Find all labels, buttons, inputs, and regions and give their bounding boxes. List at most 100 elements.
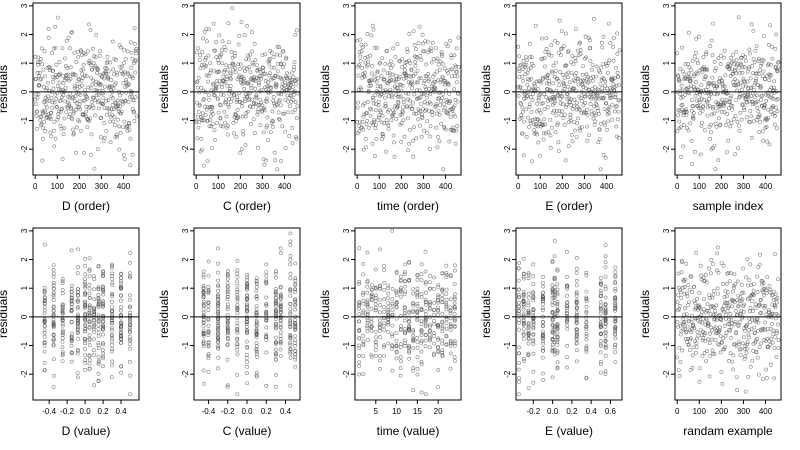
data-point bbox=[415, 80, 420, 85]
data-point bbox=[390, 346, 395, 351]
data-point bbox=[433, 87, 438, 92]
data-point bbox=[83, 341, 88, 346]
data-point bbox=[356, 73, 361, 78]
data-point bbox=[526, 312, 531, 317]
data-point bbox=[737, 128, 742, 133]
data-point bbox=[68, 91, 73, 96]
data-point bbox=[717, 325, 722, 330]
data-point bbox=[714, 303, 719, 308]
data-point bbox=[45, 94, 50, 99]
data-point bbox=[719, 318, 724, 323]
data-point bbox=[413, 112, 418, 116]
data-point bbox=[767, 284, 772, 289]
data-point bbox=[565, 84, 570, 89]
data-point bbox=[113, 82, 118, 87]
data-point bbox=[277, 98, 282, 103]
data-point bbox=[280, 124, 285, 129]
data-point bbox=[355, 120, 360, 124]
data-point bbox=[611, 77, 615, 82]
data-point bbox=[732, 321, 737, 326]
data-point bbox=[284, 76, 289, 80]
data-point bbox=[92, 274, 97, 279]
y-tick-label: -1 bbox=[181, 341, 190, 349]
data-point bbox=[427, 77, 431, 82]
data-point bbox=[683, 110, 688, 114]
data-point bbox=[685, 324, 690, 329]
data-point bbox=[109, 334, 114, 339]
data-point bbox=[373, 93, 378, 97]
data-point bbox=[83, 291, 87, 296]
data-point bbox=[598, 350, 603, 355]
data-point bbox=[436, 134, 440, 139]
data-point bbox=[438, 103, 443, 108]
data-point bbox=[603, 369, 608, 374]
data-point bbox=[215, 294, 220, 299]
data-point bbox=[206, 369, 211, 374]
data-point bbox=[110, 314, 115, 319]
data-point bbox=[442, 82, 447, 87]
data-point bbox=[742, 79, 746, 84]
data-point bbox=[747, 328, 751, 332]
data-point bbox=[133, 95, 138, 100]
data-point bbox=[521, 332, 526, 337]
data-point bbox=[264, 310, 269, 315]
data-point bbox=[393, 79, 398, 84]
data-point bbox=[398, 324, 403, 329]
data-point bbox=[87, 336, 92, 341]
data-point bbox=[110, 271, 115, 276]
data-point bbox=[78, 93, 83, 97]
data-point bbox=[70, 117, 75, 122]
data-point bbox=[753, 340, 758, 345]
data-point bbox=[770, 44, 774, 49]
data-point bbox=[531, 342, 536, 346]
x-tick-label: 20 bbox=[434, 407, 443, 416]
data-point bbox=[750, 99, 755, 104]
data-point bbox=[49, 96, 54, 100]
data-point bbox=[432, 334, 436, 339]
data-point bbox=[411, 138, 416, 143]
data-point bbox=[680, 103, 685, 107]
data-point bbox=[702, 297, 707, 302]
data-point bbox=[92, 383, 97, 388]
data-point bbox=[295, 77, 300, 82]
data-point bbox=[225, 288, 230, 293]
data-point bbox=[768, 362, 773, 367]
data-point bbox=[254, 318, 259, 323]
data-point bbox=[282, 62, 287, 67]
data-point bbox=[252, 75, 257, 79]
data-point bbox=[405, 49, 410, 54]
data-point bbox=[751, 292, 755, 297]
data-point bbox=[773, 305, 778, 310]
data-point bbox=[277, 117, 281, 121]
data-point bbox=[269, 85, 274, 90]
data-point bbox=[731, 289, 735, 294]
data-point bbox=[440, 338, 445, 343]
data-point bbox=[288, 271, 293, 276]
x-tick-label: -0.2 bbox=[221, 407, 235, 416]
data-point bbox=[110, 262, 114, 267]
data-point bbox=[278, 103, 283, 108]
data-point bbox=[42, 330, 47, 335]
data-point bbox=[710, 75, 715, 80]
data-point bbox=[707, 341, 712, 346]
y-tick-label: -2 bbox=[503, 370, 512, 378]
x-tick-label: 0 bbox=[516, 182, 521, 191]
data-point bbox=[87, 361, 92, 366]
data-point bbox=[717, 329, 721, 333]
data-point bbox=[365, 32, 370, 36]
x-tick-label: 200 bbox=[73, 182, 87, 191]
data-point bbox=[92, 306, 97, 311]
data-point bbox=[69, 337, 74, 342]
data-point bbox=[407, 141, 412, 146]
data-point bbox=[42, 318, 47, 323]
data-point bbox=[550, 283, 555, 288]
data-point bbox=[685, 291, 689, 296]
data-point bbox=[391, 112, 396, 117]
data-point bbox=[77, 102, 82, 107]
data-point bbox=[390, 301, 395, 306]
data-point bbox=[92, 166, 97, 171]
data-point bbox=[721, 309, 726, 314]
data-point bbox=[766, 107, 771, 112]
data-point bbox=[400, 83, 405, 88]
data-point bbox=[396, 100, 401, 105]
